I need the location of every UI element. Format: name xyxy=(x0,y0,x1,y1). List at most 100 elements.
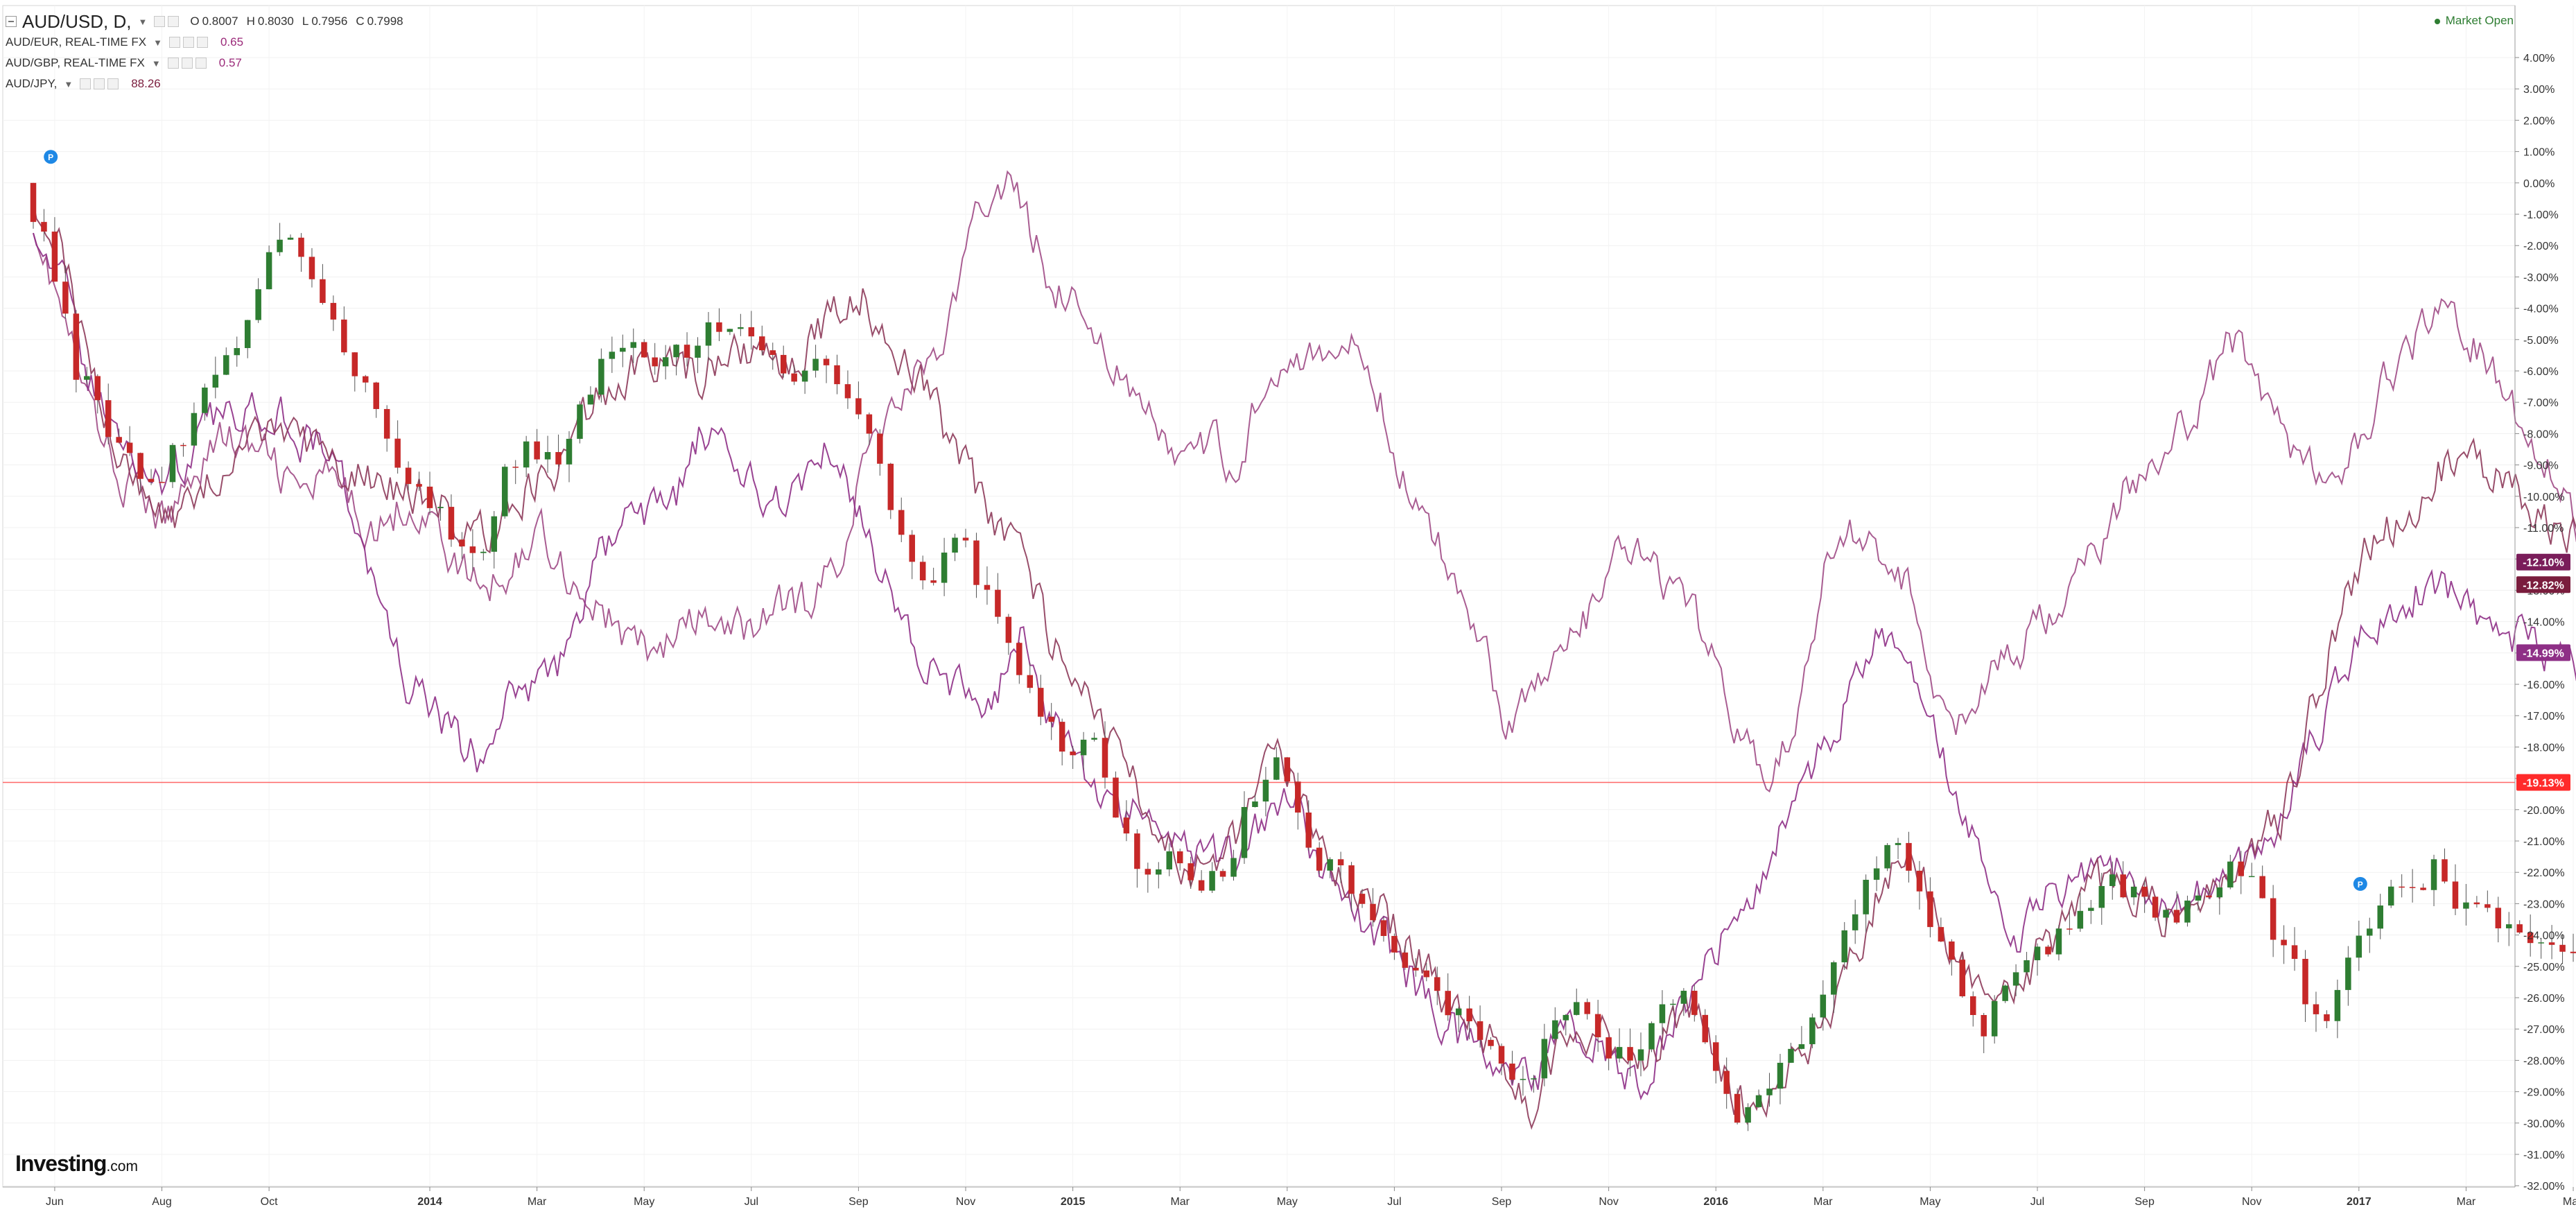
candle-body xyxy=(673,345,679,358)
open-value: 0.8007 xyxy=(202,15,238,28)
settings-icon[interactable] xyxy=(167,58,179,69)
low-label: L xyxy=(302,15,309,28)
chevron-down-icon[interactable]: ▼ xyxy=(153,37,162,48)
candle-body xyxy=(1455,1008,1462,1016)
candle-body xyxy=(2152,896,2159,918)
candle-body xyxy=(330,302,337,320)
candle-body xyxy=(1037,688,1044,717)
x-tick-label: Nov xyxy=(2242,1196,2261,1208)
settings-icon[interactable] xyxy=(154,16,166,27)
candle-body xyxy=(1841,930,1847,962)
collapse-legend-button[interactable] xyxy=(6,16,17,27)
candle-body xyxy=(244,320,251,349)
candle-body xyxy=(1219,871,1226,877)
candle-body xyxy=(341,319,347,353)
candle-body xyxy=(308,257,315,279)
candle-body xyxy=(2324,1014,2330,1021)
candle-body xyxy=(2066,928,2073,930)
close-icon[interactable] xyxy=(195,58,207,69)
value-badge xyxy=(2516,553,2570,571)
x-tick-label: Jul xyxy=(745,1196,758,1208)
candle-body xyxy=(1863,879,1869,914)
candle-body xyxy=(2045,946,2051,955)
candle-body xyxy=(909,535,915,562)
hide-icon[interactable] xyxy=(182,37,194,48)
overlay-symbol-label[interactable]: AUD/GBP, REAL-TIME FX xyxy=(6,56,145,69)
candle-body xyxy=(2409,887,2416,888)
candle-body xyxy=(1413,967,1419,971)
candle-body xyxy=(2206,895,2212,898)
candle-body xyxy=(2098,885,2105,908)
candle-body xyxy=(630,342,637,348)
legend-overlay-row-eur[interactable]: AUD/EUR, REAL-TIME FX ▼ 0.65 xyxy=(6,32,412,53)
overlay-symbol-label[interactable]: AUD/JPY, xyxy=(6,77,58,90)
candle-body xyxy=(180,444,186,446)
candle-body xyxy=(1723,1070,1730,1094)
candle-body xyxy=(148,478,155,483)
candle-body xyxy=(620,347,626,352)
candle-body xyxy=(2538,942,2544,944)
candle-body xyxy=(351,352,358,376)
legend-overlay-row-gbp[interactable]: AUD/GBP, REAL-TIME FX ▼ 0.57 xyxy=(6,53,412,73)
candle-body xyxy=(1916,870,1923,892)
value-badge xyxy=(2516,774,2570,791)
candle-body xyxy=(844,384,851,399)
legend-overlay-row-jpy[interactable]: AUD/JPY, ▼ 88.26 xyxy=(6,73,412,94)
candle-body xyxy=(1380,920,1387,936)
candle-body xyxy=(1091,738,1097,740)
candle-body xyxy=(609,352,616,359)
candle-body xyxy=(1594,1014,1601,1038)
settings-icon[interactable] xyxy=(80,78,92,89)
candle-body xyxy=(2430,859,2437,890)
candle-body xyxy=(587,394,594,405)
candle-body xyxy=(2442,859,2448,882)
candle-body xyxy=(1080,739,1087,756)
legend-main-row[interactable]: AUD/USD, D, ▼ O 0.8007 H 0.8030 L 0.7956 C 0.79… xyxy=(6,11,412,32)
candle-body xyxy=(2463,902,2469,909)
candle-body xyxy=(855,398,862,415)
candle-body xyxy=(2024,960,2030,973)
hide-icon[interactable] xyxy=(181,58,193,69)
y-tick-label: -2.00% xyxy=(2523,241,2559,252)
y-tick-label: -1.00% xyxy=(2523,209,2559,221)
candle-body xyxy=(877,433,883,464)
candle-body xyxy=(1477,1021,1483,1040)
candle-body xyxy=(416,484,422,487)
candle-body xyxy=(1949,941,1955,960)
overlay-symbol-label[interactable]: AUD/EUR, REAL-TIME FX xyxy=(6,35,147,49)
close-icon[interactable] xyxy=(196,37,208,48)
chevron-down-icon[interactable]: ▼ xyxy=(64,78,73,89)
high-value: 0.8030 xyxy=(257,15,294,28)
y-tick-label: -24.00% xyxy=(2523,930,2565,942)
last-value-badges: -12.10% -12.82% -14.99% -19.13% xyxy=(2516,553,2570,791)
close-icon[interactable] xyxy=(107,78,119,89)
chevron-down-icon[interactable]: ▼ xyxy=(151,58,161,69)
main-symbol-label[interactable]: AUD/USD, D, xyxy=(22,10,132,32)
candle-body xyxy=(2570,951,2576,953)
candle-body xyxy=(1938,927,1944,942)
candle-body xyxy=(1176,851,1183,864)
candle-body xyxy=(2077,910,2084,929)
chevron-down-icon[interactable]: ▼ xyxy=(138,16,148,27)
candle-body xyxy=(2473,902,2480,905)
grid-lines xyxy=(2,5,2574,1188)
candle-body xyxy=(1337,859,1344,866)
candle-body xyxy=(1616,1047,1623,1059)
value-badge-label: -14.99% xyxy=(2523,648,2564,659)
candle-body xyxy=(534,441,540,460)
candle-body xyxy=(223,355,229,375)
candle-body xyxy=(287,237,294,240)
settings-icon[interactable] xyxy=(168,37,180,48)
candle-body xyxy=(1156,869,1162,875)
candle-body xyxy=(2034,946,2041,960)
y-tick-label: -32.00% xyxy=(2523,1181,2565,1193)
hide-icon[interactable] xyxy=(94,78,105,89)
x-tick-label: May xyxy=(2563,1196,2576,1208)
candle-body xyxy=(1445,991,1451,1016)
candle-body xyxy=(1766,1089,1773,1095)
hide-icon[interactable] xyxy=(168,16,180,27)
candle-body xyxy=(2270,898,2277,940)
candle-body xyxy=(1241,806,1248,858)
